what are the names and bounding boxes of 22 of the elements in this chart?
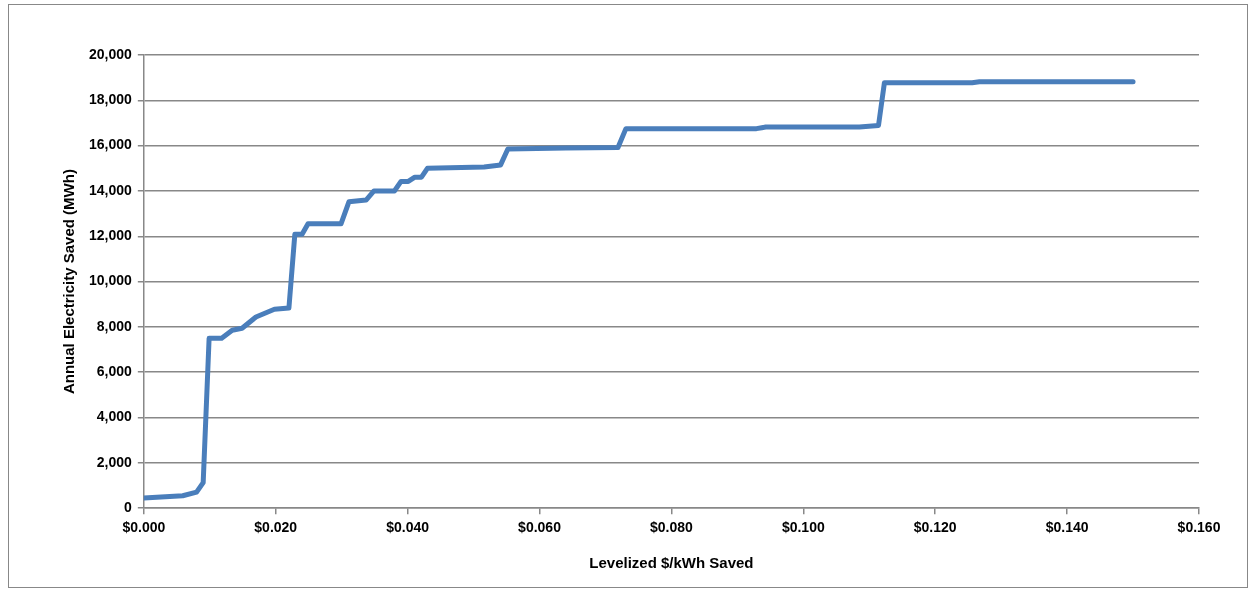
y-tick-label: 6,000 [96,363,133,380]
x-tick-label: $0.080 [650,519,694,536]
x-axis-title: Levelized $/kWh Saved [589,554,754,572]
y-tick-label: 14,000 [88,181,133,198]
y-tick-label: 12,000 [88,227,133,244]
y-tick-label: 16,000 [88,136,133,153]
y-tick-label: 18,000 [88,91,133,108]
y-tick-label: 20,000 [88,45,133,62]
x-tick-label: $0.140 [1045,519,1089,536]
x-tick-label: $0.040 [386,519,430,536]
y-tick-label: 0 [124,499,133,516]
x-tick-label: $0.100 [781,519,825,536]
y-tick-label: 4,000 [96,408,133,425]
x-tick-label: $0.000 [122,519,166,536]
y-tick-label: 8,000 [96,317,133,334]
y-tick-label: 10,000 [88,272,133,289]
x-tick-label: $0.060 [518,519,562,536]
y-axis-title: Annual Electricity Saved (MWh) [60,169,78,395]
x-tick-label: $0.020 [254,519,298,536]
x-tick-label: $0.160 [1177,519,1221,536]
x-tick-label: $0.120 [913,519,957,536]
y-tick-label: 2,000 [96,453,133,470]
